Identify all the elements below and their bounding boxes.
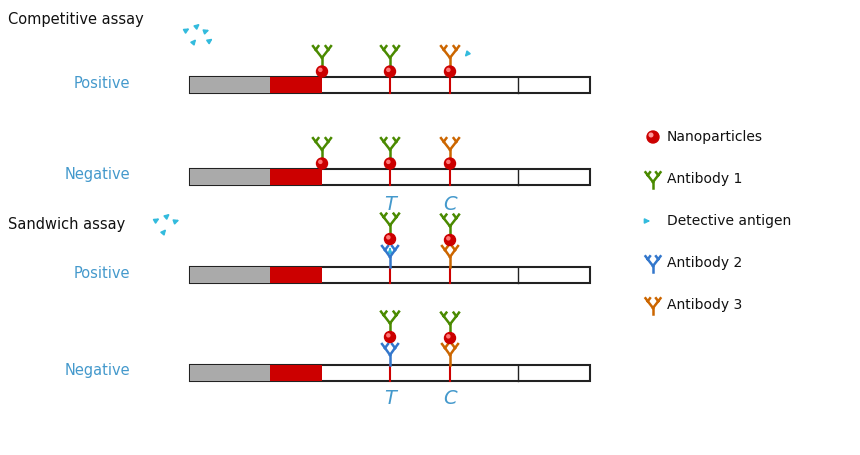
Text: Competitive assay: Competitive assay <box>8 12 144 27</box>
Text: Detective antigen: Detective antigen <box>667 214 791 228</box>
Bar <box>190 365 270 381</box>
Circle shape <box>384 66 396 77</box>
Text: Antibody 2: Antibody 2 <box>667 256 742 270</box>
Circle shape <box>319 160 322 163</box>
Text: Antibody 1: Antibody 1 <box>667 172 742 186</box>
Circle shape <box>316 66 328 77</box>
Circle shape <box>387 160 390 163</box>
Bar <box>190 169 590 185</box>
Circle shape <box>445 234 456 246</box>
Circle shape <box>387 236 390 239</box>
Circle shape <box>319 68 322 71</box>
Circle shape <box>384 158 396 169</box>
Bar <box>190 267 270 283</box>
Circle shape <box>445 333 456 344</box>
Bar <box>190 267 590 283</box>
Circle shape <box>447 160 450 163</box>
Text: Negative: Negative <box>64 167 130 182</box>
Bar <box>270 267 322 283</box>
Circle shape <box>447 335 450 338</box>
Circle shape <box>649 133 653 137</box>
Text: C: C <box>443 196 457 214</box>
Bar <box>190 77 270 93</box>
Text: Positive: Positive <box>73 266 130 280</box>
Text: T: T <box>384 389 396 409</box>
Bar <box>270 365 322 381</box>
Bar <box>270 169 322 185</box>
Circle shape <box>384 332 396 343</box>
Circle shape <box>316 158 328 169</box>
Text: Negative: Negative <box>64 364 130 379</box>
Circle shape <box>387 68 390 71</box>
Bar <box>190 365 590 381</box>
Text: Antibody 3: Antibody 3 <box>667 298 742 312</box>
Circle shape <box>445 158 456 169</box>
Circle shape <box>447 237 450 240</box>
Bar <box>190 77 590 93</box>
Circle shape <box>447 68 450 71</box>
Circle shape <box>387 334 390 337</box>
Text: C: C <box>443 389 457 409</box>
Circle shape <box>384 233 396 244</box>
Text: Positive: Positive <box>73 76 130 91</box>
Text: Nanoparticles: Nanoparticles <box>667 130 763 144</box>
Bar <box>190 169 270 185</box>
Text: T: T <box>384 196 396 214</box>
Bar <box>270 77 322 93</box>
Circle shape <box>647 131 659 143</box>
Text: Sandwich assay: Sandwich assay <box>8 217 126 232</box>
Circle shape <box>445 66 456 77</box>
